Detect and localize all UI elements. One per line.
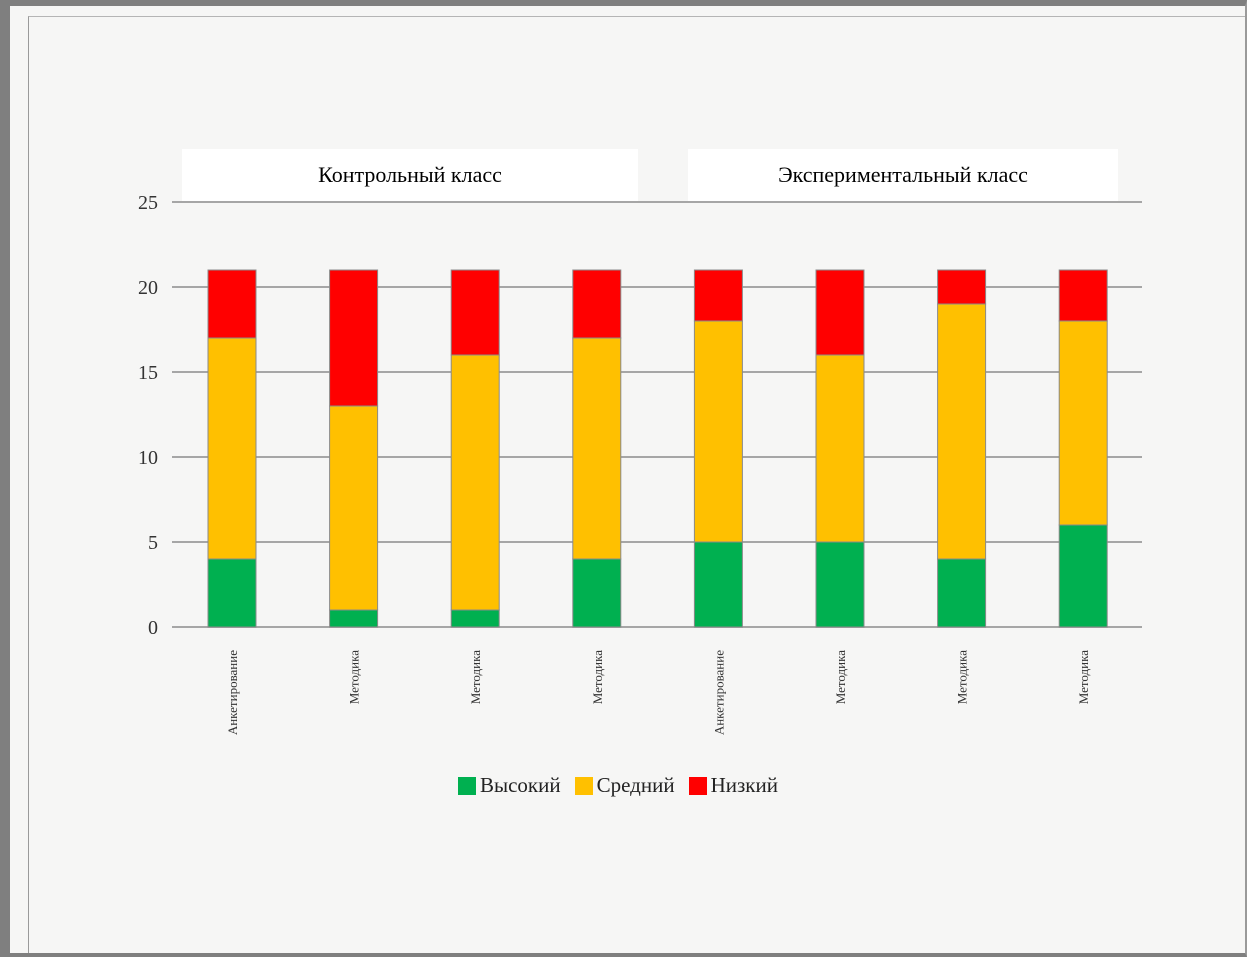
legend-label-low: Низкий: [710, 773, 778, 797]
bar-segment: [815, 269, 865, 356]
legend-label-high: Высокий: [480, 773, 561, 797]
legend-swatch-low: [688, 776, 707, 795]
bar-segment: [207, 558, 257, 628]
bar-segment: [572, 269, 622, 339]
x-tick-label: Методика: [833, 650, 848, 704]
bar-segment: [450, 609, 500, 628]
legend-swatch-medium: [574, 776, 593, 795]
bar-segment: [450, 269, 500, 356]
bar-segment: [937, 269, 987, 305]
x-tick-label: Методика: [590, 650, 605, 704]
bar-segment: [1058, 320, 1108, 526]
y-tick-label: 15: [138, 362, 158, 384]
bar-segment: [207, 337, 257, 560]
bar-segment: [693, 269, 743, 322]
y-tick-label: 20: [138, 277, 158, 299]
bar-segment: [815, 354, 865, 543]
bar-segment: [329, 269, 379, 407]
y-tick-label: 25: [138, 192, 158, 214]
x-tick-label: Методика: [468, 650, 483, 704]
legend-item-medium: Средний: [574, 773, 675, 798]
legend-item-high: Высокий: [458, 773, 561, 798]
x-tick-label: Методика: [347, 650, 362, 704]
x-tick-label: Методика: [955, 650, 970, 704]
bar-segment: [572, 337, 622, 560]
bar-segment: [572, 558, 622, 628]
legend-swatch-high: [458, 776, 476, 795]
bar-segment: [329, 405, 379, 611]
legend-label-medium: Средний: [596, 773, 675, 797]
x-tick-label: Методика: [1076, 650, 1091, 704]
y-tick-label: 10: [138, 447, 158, 469]
bar-segment: [450, 354, 500, 611]
y-tick-label: 0: [148, 617, 158, 639]
x-tick-label: Анкетирование: [225, 650, 240, 735]
y-tick-label: 5: [148, 532, 158, 554]
group-label-control: Контрольный класс: [182, 149, 638, 201]
bar-segment: [693, 320, 743, 543]
legend-item-low: Низкий: [688, 773, 778, 798]
frame-inner-border: [28, 16, 1245, 953]
bar-segment: [815, 541, 865, 628]
bar-segment: [937, 303, 987, 560]
x-tick-label: Анкетирование: [711, 650, 726, 735]
bar-segment: [1058, 269, 1108, 322]
bar-segment: [207, 269, 257, 339]
legend: Высокий Средний Низкий: [458, 773, 792, 798]
group-label-experimental: Экспериментальный класс: [688, 149, 1118, 201]
bar-segment: [693, 541, 743, 628]
bar-segment: [937, 558, 987, 628]
bar-segment: [1058, 524, 1108, 628]
bar-segment: [329, 609, 379, 628]
